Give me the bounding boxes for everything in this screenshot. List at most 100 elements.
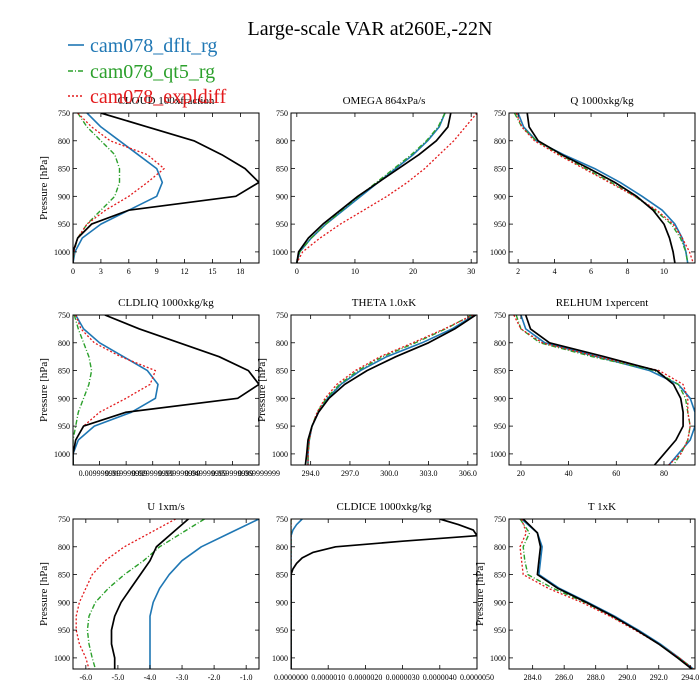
panel-1: OMEGA 864xPa/s 750 800 850 900 950 1000 0 10 20 30 <box>272 95 478 276</box>
x-tick-label: 60 <box>612 469 620 478</box>
x-tick-label: 0.0000050 <box>460 673 494 682</box>
y-tick-label: 850 <box>58 165 70 174</box>
series-group <box>291 519 477 669</box>
panel-4: THETA 1.0xK Pressure [hPa] 750 800 850 900 950… <box>256 297 478 478</box>
series-line-0 <box>307 315 475 465</box>
series-line-3 <box>526 113 676 263</box>
x-tick-label: 294.0 <box>302 469 320 478</box>
y-tick-label: 1000 <box>54 450 70 459</box>
y-tick-label: 850 <box>494 571 506 580</box>
plot-frame <box>508 314 696 466</box>
series-line-3 <box>295 113 452 263</box>
y-tick-label: 750 <box>494 515 506 524</box>
panel-title: Q 1000xkg/kg <box>570 95 634 107</box>
series-line-2 <box>519 519 694 669</box>
plot-frame <box>290 518 478 670</box>
series-line-2 <box>307 315 474 465</box>
x-tick-label: 2 <box>516 267 520 276</box>
y-tick-label: 1000 <box>272 654 288 663</box>
x-tick-label: -4.0 <box>144 673 157 682</box>
y-tick-label: 800 <box>494 543 506 552</box>
x-tick-label: 284.0 <box>524 673 542 682</box>
y-tick-label: 850 <box>276 367 288 376</box>
plot-frame <box>508 518 696 670</box>
x-tick-label: 0.019999999 <box>105 469 147 478</box>
series-line-0 <box>149 519 259 669</box>
series-group <box>304 315 477 465</box>
x-tick-label: 0.0000040 <box>423 673 457 682</box>
plot-frame <box>290 314 478 466</box>
y-tick-label: 1000 <box>272 248 288 257</box>
x-tick-label: -3.0 <box>176 673 189 682</box>
y-tick-label: 900 <box>276 192 288 201</box>
series-group <box>73 113 259 263</box>
y-tick-label: 850 <box>494 367 506 376</box>
x-tick-label: 0.0000010 <box>311 673 345 682</box>
x-tick-label: -1.0 <box>240 673 253 682</box>
x-tick-label: 294.0 <box>681 673 699 682</box>
y-axis-label: Pressure [hPa] <box>38 156 50 220</box>
figure-title: Large-scale VAR at260E,-22N <box>248 18 493 40</box>
y-tick-label: 750 <box>58 515 70 524</box>
x-tick-label: -5.0 <box>112 673 125 682</box>
y-tick-label: 950 <box>58 626 70 635</box>
panel-title: U 1xm/s <box>147 501 185 513</box>
y-tick-label: 900 <box>58 598 70 607</box>
x-tick-label: 10 <box>660 267 668 276</box>
panel-title: RELHUM 1xpercent <box>556 297 649 309</box>
series-group <box>73 315 259 465</box>
x-tick-label: 300.0 <box>380 469 398 478</box>
series-line-1 <box>513 113 689 263</box>
series-line-2 <box>513 315 691 465</box>
x-tick-label: 20 <box>409 267 417 276</box>
x-tick-label: 303.0 <box>420 469 438 478</box>
legend-label: cam078_dflt_rg <box>90 35 217 57</box>
panel-6: U 1xm/s Pressure [hPa] 750 800 850 900 950 1000… <box>38 501 260 682</box>
x-tick-label: 80 <box>660 469 668 478</box>
y-tick-label: 1000 <box>54 248 70 257</box>
y-tick-label: 800 <box>58 339 70 348</box>
x-tick-label: 30 <box>467 267 475 276</box>
series-line-3 <box>73 113 259 263</box>
y-tick-label: 800 <box>58 543 70 552</box>
x-tick-label: 20 <box>517 469 525 478</box>
y-tick-label: 950 <box>58 422 70 431</box>
x-tick-label: 0.0000020 <box>348 673 382 682</box>
series-line-3 <box>522 519 693 669</box>
x-tick-label: 0 <box>71 267 75 276</box>
y-tick-label: 950 <box>276 626 288 635</box>
x-tick-label: -2.0 <box>208 673 221 682</box>
plot-frame <box>508 112 696 264</box>
y-tick-label: 850 <box>494 165 506 174</box>
x-tick-label: 8 <box>626 267 630 276</box>
series-line-0 <box>73 315 159 465</box>
series-line-2 <box>75 519 176 669</box>
x-tick-label: 15 <box>209 267 217 276</box>
y-tick-label: 950 <box>276 422 288 431</box>
panel-title: CLDICE 1000xkg/kg <box>336 501 432 513</box>
x-tick-label: 0.059999999 <box>211 469 253 478</box>
y-tick-label: 850 <box>58 367 70 376</box>
y-tick-label: 800 <box>276 543 288 552</box>
panel-2: Q 1000xkg/kg 750 800 850 900 950 1000 2 4 6 8 10 <box>490 95 696 276</box>
x-tick-label: 288.0 <box>587 673 605 682</box>
y-tick-label: 900 <box>494 394 506 403</box>
x-tick-label: 3 <box>99 267 103 276</box>
plot-frame <box>72 314 260 466</box>
y-tick-label: 800 <box>276 137 288 146</box>
series-line-3 <box>110 519 189 669</box>
y-tick-label: 950 <box>494 422 506 431</box>
y-axis-label: Pressure [hPa] <box>38 562 50 626</box>
series-group <box>519 519 694 669</box>
x-tick-label: 0.039999999 <box>158 469 200 478</box>
y-tick-label: 750 <box>494 109 506 118</box>
y-axis-label: Pressure [hPa] <box>474 562 486 626</box>
panel-title: CLOUD 100xfraction <box>118 95 215 107</box>
y-tick-label: 850 <box>58 571 70 580</box>
y-tick-label: 850 <box>276 165 288 174</box>
legend: cam078_dflt_rg cam078_qt5_rg cam078_expldi… <box>68 35 227 108</box>
plot-frame <box>290 112 478 264</box>
x-tick-label: 10 <box>351 267 359 276</box>
y-tick-label: 1000 <box>490 450 506 459</box>
y-tick-label: 1000 <box>490 654 506 663</box>
